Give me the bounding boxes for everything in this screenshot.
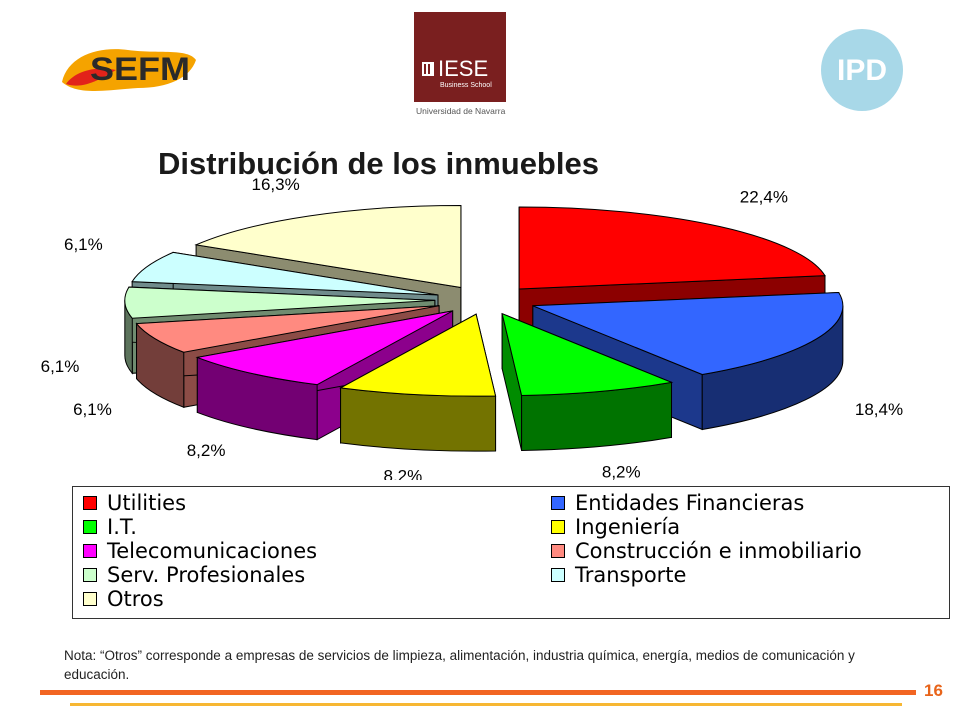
pie-slice-2 [501,312,674,452]
legend-swatch-1 [551,496,565,510]
legend-swatch-2 [83,520,97,534]
page-title: Distribución de los inmuebles [158,146,599,181]
legend-item-7: Transporte [551,563,686,587]
sefm-logo-text: SEFM [90,51,190,87]
legend-label-3: Ingeniería [575,515,681,539]
pie-label-5: 6,1% [73,400,112,419]
legend-swatch-8 [83,592,97,606]
pie-slice-top-3 [338,313,497,397]
footnote: Nota: “Otros” corresponde a empresas de … [64,648,855,682]
iese-shield-icon [422,62,434,76]
legend-swatch-3 [551,520,565,534]
legend-label-2: I.T. [107,515,137,539]
pie-label-4: 8,2% [187,441,226,460]
pie-label-3: 8,2% [384,466,423,480]
legend-label-4: Telecomunicaciones [107,539,318,563]
pie-label-6: 6,1% [41,357,80,376]
footer-divider [40,690,916,706]
pie-slice-top-8 [194,204,462,289]
iese-logo: IESE Business School Universidad de Nava… [414,12,506,116]
legend-item-3: Ingeniería [551,515,680,539]
pie-slice-top-4 [195,310,453,386]
legend-item-1: Entidades Financieras [551,491,804,515]
pie-slice-top-7 [131,251,439,296]
pie-slice-3 [338,313,497,452]
legend-swatch-4 [83,544,97,558]
legend-item-6: Serv. Profesionales [83,563,305,587]
legend-label-1: Entidades Financieras [575,491,805,515]
pie-slice-top-2 [501,312,674,397]
pie-slice-top-5 [135,305,440,353]
pie-chart: 22,4% 18,4% 8,2% 8,2% 8,2% 6,1% 6,1% 6,1% 16,3% [41,175,903,480]
legend-label-8: Otros [107,587,164,611]
legend-swatch-7 [551,568,565,582]
legend-item-5: Construcción e inmobiliario [551,539,862,563]
legend-label-0: Utilities [107,491,187,515]
ipd-logo: IPD [821,29,903,111]
pie-label-2: 8,2% [602,463,641,480]
footer-line-yellow [70,703,902,706]
iese-logo-subtext: Business School [440,82,492,89]
pie-label-0: 22,4% [740,188,788,207]
pie-label-8: 16,3% [251,175,299,194]
iese-logo-caption: Universidad de Navarra [416,106,506,116]
pie-slice-wall-3 [340,387,497,452]
legend-label-5: Construcción e inmobiliario [575,539,862,563]
legend-swatch-6 [83,568,97,582]
legend-swatch-0 [83,496,97,510]
footer-line-orange [40,690,916,695]
legend-label-7: Transporte [575,563,687,587]
iese-logo-text: IESE [438,56,488,81]
legend-item-8: Otros [83,587,164,611]
pie-slice-top-1 [532,291,844,375]
legend-swatch-5 [551,544,565,558]
pie-label-1: 18,4% [855,400,903,419]
page-number: 16 [924,681,943,700]
pie-slice-top-6 [124,286,435,319]
ipd-logo-text: IPD [837,54,887,87]
legend-item-0: Utilities [83,491,186,515]
pie-label-7: 6,1% [64,235,103,254]
chart-legend: Utilities Entidades Financieras I.T. Ingeni… [72,486,950,619]
legend-item-4: Telecomunicaciones [83,539,317,563]
legend-item-2: I.T. [83,515,137,539]
sefm-logo: SEFM [62,49,196,91]
pie-slice-top-0 [518,206,826,290]
legend-label-6: Serv. Profesionales [107,563,306,587]
